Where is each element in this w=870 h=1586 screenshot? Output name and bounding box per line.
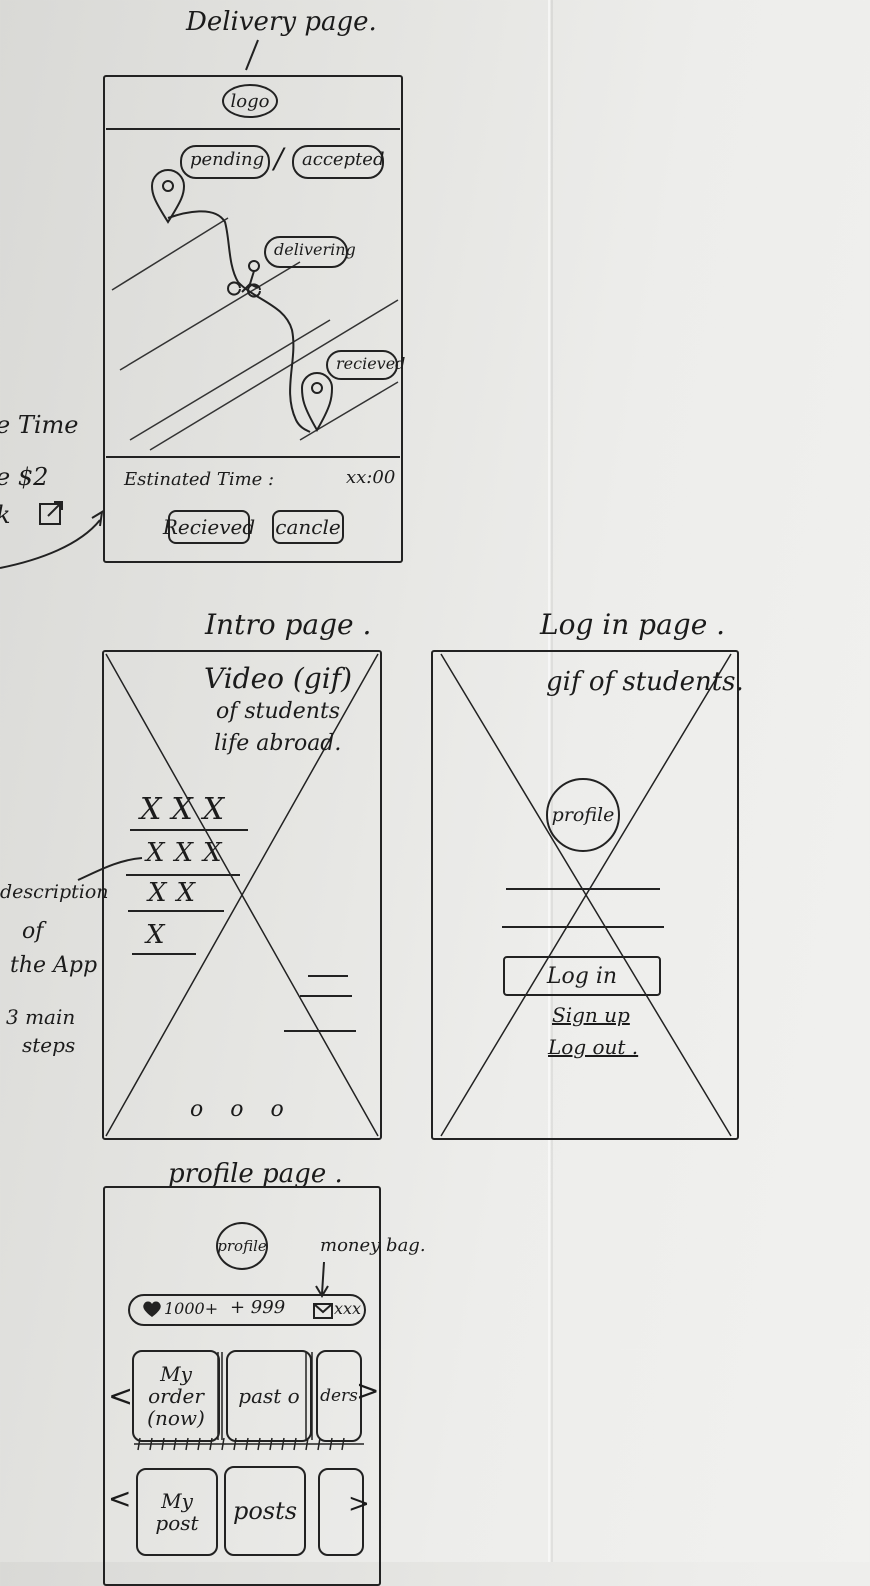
courier-icon [227,260,261,298]
pin-start-icon [150,169,186,224]
card-my-order[interactable]: My order (now) [132,1350,220,1442]
login-profile-text: profile [551,804,615,826]
profile-stats-bar [128,1294,366,1326]
intro-step-line-1 [130,829,248,831]
posts-prev-arrow[interactable]: < [108,1482,132,1515]
delivery-page-title: Delivery page. [186,7,377,37]
received-button-label: Recieved [162,515,256,539]
card-past-orders-text: past o [238,1384,300,1408]
status-delivering-bubble: delivering [264,236,356,268]
logout-link[interactable]: Log out . [548,1035,639,1059]
note-time-text: e Time [0,411,79,439]
login-profile-avatar: profile [546,778,620,852]
note-k-text: k [0,502,11,529]
points-count: + 999 [230,1297,286,1318]
status-received-text: recieved [336,354,406,373]
card-partial[interactable] [318,1468,364,1556]
status-slash: / [274,142,284,175]
intro-step-row-4: X [146,920,175,950]
intro-video-line2: of students [216,699,341,724]
profile-avatar-text: profile [217,1237,267,1255]
status-pending-bubble: pending [180,145,270,179]
card-my-post-text: My post [155,1489,199,1535]
card-orders-partial[interactable]: ders [316,1350,362,1442]
status-pending-text: pending [190,149,265,170]
header-divider [106,128,400,130]
status-delivering-text: delivering [274,240,356,259]
card-my-post[interactable]: My post [136,1468,218,1556]
login-page-title: Log in page . [540,608,726,641]
card-my-order-line1: My order [148,1362,204,1408]
received-button[interactable]: Recieved [163,510,255,544]
delivery-phone-frame [103,75,403,563]
orders-prev-arrow[interactable]: < [108,1379,134,1414]
intro-text-line-b [300,995,352,997]
heart-icon [143,1301,161,1317]
login-placeholder-cross [440,653,732,1137]
intro-step-row-1: XXX [140,792,235,827]
intro-step-row-2: XXX [146,838,232,868]
intro-page-dots[interactable]: o o o [190,1097,294,1122]
external-link-icon [39,501,63,525]
logo-text: logo [230,90,270,112]
likes-count: 1000+ [164,1299,219,1318]
username-field[interactable] [506,888,660,890]
description-note-line1: description [0,881,109,903]
card-posts-text: posts [232,1496,298,1525]
note-price-text: e $2 [0,463,49,491]
intro-text-line-c [284,1030,356,1032]
cancel-button-label: cancle [275,515,341,539]
card-my-order-line2: (now) [147,1406,205,1430]
paper-fold [548,0,550,1562]
estimated-time-label: Estinated Time : [124,469,275,490]
intro-phone-frame [102,650,382,1140]
status-received-bubble: recieved [326,350,405,380]
intro-step-line-3 [128,910,224,912]
description-note-line2: of [22,919,44,944]
login-button[interactable]: Log in [503,956,661,996]
pin-end-icon [300,372,334,432]
orders-next-arrow[interactable]: > [356,1374,380,1407]
intro-step-line-4 [132,953,196,955]
paper-fold-shadow [551,0,553,1562]
card-posts[interactable]: posts [224,1466,306,1556]
intro-video-line3: life abroad. [214,731,342,756]
login-phone-frame [431,650,739,1140]
money-value: xxx [334,1299,362,1318]
posts-next-arrow[interactable]: > [348,1489,370,1519]
card-orders-partial-text: ders [320,1385,358,1406]
intro-step-line-2 [126,874,240,876]
intro-text-line-a [308,975,348,977]
card-past-orders[interactable]: past o [226,1350,312,1442]
money-bag-note: money bag. [320,1235,426,1256]
description-note-line5: steps [22,1033,76,1057]
intro-video-line1: Video (gif) [204,662,353,695]
status-accepted-text: accepted [302,149,385,170]
cancel-button[interactable]: cancle [272,510,344,544]
intro-page-title: Intro page . [205,608,372,641]
money-bag-icon [313,1303,333,1319]
intro-step-row-3: XX [148,878,206,908]
profile-avatar[interactable]: profile [216,1222,268,1270]
estimated-time-value: xx:00 [346,467,396,488]
login-gif-text: gif of students. [546,667,744,697]
password-field[interactable] [502,926,664,928]
logo: logo [222,84,278,118]
intro-placeholder-cross [105,653,379,1137]
profile-page-title: profile page . [168,1159,343,1189]
description-note-line4: 3 main [6,1005,76,1029]
signup-link[interactable]: Sign up [552,1003,630,1027]
login-button-label: Log in [546,963,618,989]
description-note-line3: the App [10,953,98,978]
footer-divider [106,456,400,458]
status-accepted-bubble: accepted [292,145,384,179]
